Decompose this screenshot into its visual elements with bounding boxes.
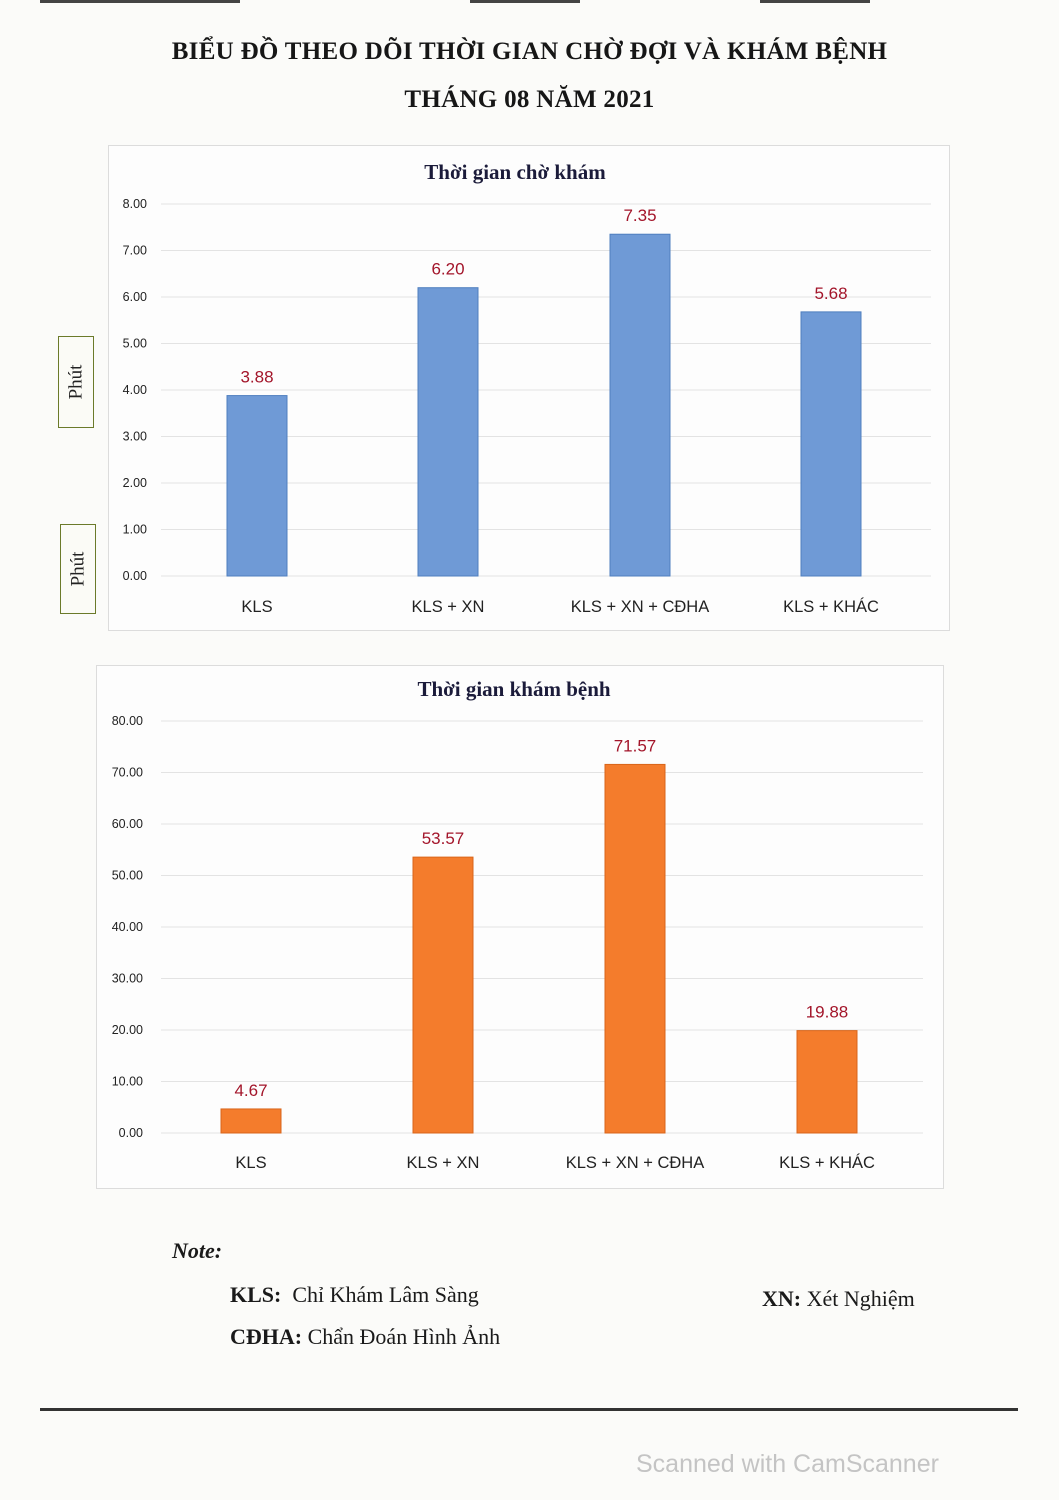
x-tick-label: KLS + XN + CĐHA bbox=[566, 1154, 704, 1172]
data-label: 3.88 bbox=[240, 368, 273, 387]
x-tick-label: KLS + KHÁC bbox=[779, 1153, 875, 1172]
y-tick-label: 40.00 bbox=[112, 920, 143, 934]
y-tick-label: 5.00 bbox=[123, 337, 147, 351]
exam-time-chart: Thời gian khám bệnh 0.00 10.00 20.00 30.00 40… bbox=[96, 665, 944, 1189]
x-tick-label: KLS + XN bbox=[407, 1154, 480, 1172]
bar bbox=[604, 763, 666, 1134]
y-tick-label: 3.00 bbox=[123, 430, 147, 444]
x-tick-label: KLS bbox=[241, 598, 272, 616]
bar bbox=[796, 1030, 858, 1134]
note-heading: Note: bbox=[172, 1238, 223, 1263]
chart-title: Thời gian khám bệnh bbox=[417, 677, 610, 701]
note-kls-abbr: KLS: bbox=[230, 1282, 282, 1307]
data-label: 53.57 bbox=[422, 829, 465, 848]
y-axis-label-box-2: Phút bbox=[60, 524, 96, 614]
x-tick-label: KLS + XN bbox=[412, 598, 485, 616]
note-xn: XN: Xét Nghiệm bbox=[762, 1286, 915, 1312]
bar bbox=[800, 311, 862, 577]
bar bbox=[220, 1108, 282, 1134]
bar bbox=[417, 287, 479, 577]
y-tick-label: 7.00 bbox=[123, 244, 147, 258]
exam-time-chart-svg: Thời gian khám bệnh 0.00 10.00 20.00 30.00 40… bbox=[112, 677, 923, 1172]
note-cdha-text: Chẩn Đoán Hình Ảnh bbox=[307, 1324, 501, 1349]
y-tick-label: 20.00 bbox=[112, 1023, 143, 1037]
waiting-time-chart: Thời gian chờ khám 0.00 1.00 2.00 3.00 4.00 5.… bbox=[108, 145, 950, 631]
note-cdha: CĐHA: Chẩn Đoán Hình Ảnh bbox=[230, 1324, 500, 1350]
bar bbox=[226, 395, 288, 577]
data-label: 6.20 bbox=[431, 260, 464, 279]
page-title: BIỂU ĐỒ THEO DÕI THỜI GIAN CHỜ ĐỢI VÀ KH… bbox=[171, 38, 888, 65]
y-axis-label: Phút bbox=[67, 551, 89, 587]
bar bbox=[412, 856, 474, 1134]
note-xn-abbr: XN: bbox=[762, 1286, 802, 1311]
note-cdha-abbr: CĐHA: bbox=[230, 1324, 303, 1349]
y-tick-label: 4.00 bbox=[123, 383, 147, 397]
watermark: Scanned with CamScanner bbox=[636, 1450, 939, 1478]
y-axis-label-box-1: Phút bbox=[58, 336, 94, 428]
x-tick-label: KLS + KHÁC bbox=[783, 597, 879, 616]
bar bbox=[609, 233, 671, 577]
y-tick-label: 6.00 bbox=[123, 290, 147, 304]
y-tick-label: 50.00 bbox=[112, 869, 143, 883]
top-edge-line bbox=[470, 0, 580, 3]
y-tick-label: 8.00 bbox=[123, 197, 147, 211]
data-label: 71.57 bbox=[614, 736, 657, 755]
x-tick-label: KLS + XN + CĐHA bbox=[571, 598, 709, 616]
note-kls-text: Chỉ Khám Lâm Sàng bbox=[292, 1282, 479, 1307]
top-edge-line bbox=[40, 0, 240, 3]
y-tick-label: 70.00 bbox=[112, 766, 143, 780]
data-label: 19.88 bbox=[806, 1003, 849, 1022]
data-label: 5.68 bbox=[814, 284, 847, 303]
note-xn-text: Xét Nghiệm bbox=[806, 1286, 915, 1311]
waiting-time-chart-svg: Thời gian chờ khám 0.00 1.00 2.00 3.00 4.00 5.… bbox=[123, 160, 931, 616]
y-tick-label: 10.00 bbox=[112, 1075, 143, 1089]
y-tick-label: 2.00 bbox=[123, 476, 147, 490]
note-kls: KLS: Chỉ Khám Lâm Sàng bbox=[230, 1282, 479, 1308]
x-tick-label: KLS bbox=[235, 1154, 266, 1172]
y-tick-label: 60.00 bbox=[112, 817, 143, 831]
y-tick-label: 80.00 bbox=[112, 714, 143, 728]
top-edge-line bbox=[760, 0, 870, 3]
data-label: 4.67 bbox=[234, 1081, 267, 1100]
data-label: 7.35 bbox=[623, 206, 656, 225]
y-tick-label: 0.00 bbox=[119, 1126, 143, 1140]
y-tick-label: 1.00 bbox=[123, 523, 147, 537]
bottom-rule bbox=[40, 1408, 1018, 1411]
page-subtitle: THÁNG 08 NĂM 2021 bbox=[404, 86, 655, 113]
y-axis-label: Phút bbox=[65, 364, 87, 400]
chart-title: Thời gian chờ khám bbox=[424, 160, 606, 184]
y-tick-label: 30.00 bbox=[112, 972, 143, 986]
y-tick-label: 0.00 bbox=[123, 569, 147, 583]
